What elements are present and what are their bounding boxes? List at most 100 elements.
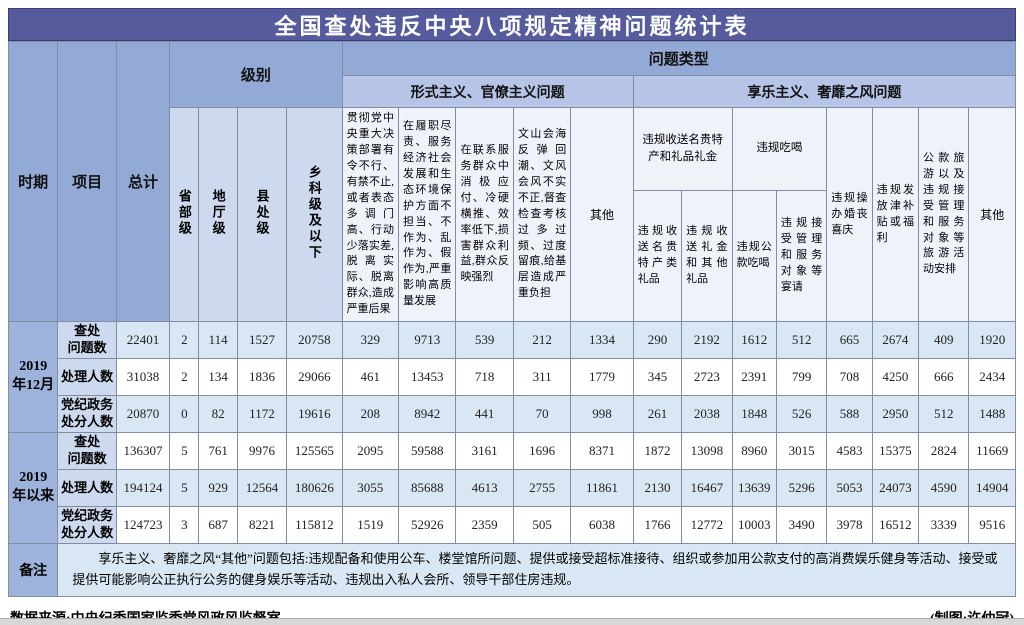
data-cell: 1920 [968, 321, 1016, 360]
data-cell: 2755 [512, 469, 572, 508]
data-cell: 1519 [341, 506, 400, 545]
header-public-funds-travel: 公款旅游以及违规接受管理和服务对象等旅游活动安排 [917, 106, 970, 323]
data-cell: 20758 [286, 321, 343, 360]
data-cell: 16467 [681, 469, 733, 508]
data-cell: 3055 [341, 469, 400, 508]
data-cell: 22401 [115, 321, 171, 360]
data-cell: 1696 [512, 432, 572, 471]
data-cell: 1872 [632, 432, 683, 471]
data-cell: 512 [917, 395, 970, 434]
data-cell: 5053 [826, 469, 873, 508]
data-cell: 15375 [871, 432, 920, 471]
data-cell: 2674 [871, 321, 920, 360]
data-cell: 12772 [681, 506, 733, 545]
data-cell: 461 [341, 358, 400, 397]
header-allowance: 违规发放津补贴或福利 [871, 106, 920, 323]
data-cell: 9713 [397, 321, 457, 360]
data-cell: 2038 [681, 395, 733, 434]
data-cell: 290 [632, 321, 683, 360]
data-cell: 125565 [286, 432, 343, 471]
data-cell: 19616 [286, 395, 343, 434]
row-label: 查处 问题数 [57, 321, 117, 360]
data-cell: 4613 [455, 469, 514, 508]
header-level-township-label: 乡科级及以下 [306, 164, 322, 261]
data-cell: 761 [198, 432, 238, 471]
data-cell: 3490 [775, 506, 828, 545]
data-cell: 10003 [731, 506, 777, 545]
row-label: 处理人数 [57, 469, 117, 508]
header-item: 项目 [57, 40, 117, 323]
data-cell: 14904 [968, 469, 1016, 508]
header-row-3: 省部级 地厅级 县处级 乡科级及以下 贯彻党中央重大决策部署有令不行、有禁不止,… [9, 106, 1016, 323]
data-cell: 5 [169, 469, 200, 508]
note-label: 备注 [7, 543, 59, 597]
data-cell: 526 [775, 395, 828, 434]
data-cell: 409 [917, 321, 970, 360]
data-cell: 512 [775, 321, 828, 360]
data-cell: 998 [570, 395, 634, 434]
data-cell: 6038 [570, 506, 634, 545]
header-gift-specialty: 违规收送名贵特产类礼品 [632, 189, 683, 323]
header-hedonism-group: 享乐主义、奢靡之风问题 [632, 75, 1017, 108]
data-cell: 8221 [236, 506, 288, 545]
data-cell: 3978 [826, 506, 873, 545]
data-cell: 29066 [286, 358, 343, 397]
data-cell: 687 [198, 506, 238, 545]
header-wedding-funeral: 违规操办婚丧喜庆 [826, 106, 873, 323]
data-cell: 345 [632, 358, 683, 397]
data-cell: 588 [826, 395, 873, 434]
note-text: 享乐主义、奢靡之风“其他”问题包括:违规配备和使用公车、楼堂馆所问题、提供或接受… [57, 543, 1016, 597]
row-label: 党纪政务 处分人数 [57, 506, 117, 545]
data-cell: 2391 [731, 358, 777, 397]
data-cell: 329 [341, 321, 400, 360]
data-cell: 136307 [115, 432, 171, 471]
data-cell: 2 [169, 321, 200, 360]
data-cell: 3339 [917, 506, 970, 545]
data-cell: 208 [341, 395, 400, 434]
bottom-strip [0, 618, 1024, 625]
header-row-1: 时期 项目 总计 级别 问题类型 [7, 40, 1017, 323]
data-cell: 11861 [570, 469, 634, 508]
data-cell: 666 [917, 358, 970, 397]
data-cell: 31038 [115, 358, 171, 397]
table-row: 2019 年以来 查处 问题数 136307 5 761 9976 125565… [7, 432, 1016, 545]
data-cell: 261 [632, 395, 683, 434]
data-cell: 13453 [397, 358, 457, 397]
data-cell: 70 [512, 395, 572, 434]
header-level-county: 县处级 [236, 106, 288, 323]
table-row: 党纪政务 处分人数 20870 0 82 1172 19616 208 8942… [9, 395, 1016, 434]
data-cell: 2434 [968, 358, 1016, 397]
header-formalism-col-4: 文山会海反弹回潮、文风会风不实不正,督查检查考核过多过频、过度留痕,给基层造成严… [512, 106, 572, 323]
header-level-province: 省部级 [169, 106, 200, 323]
data-cell: 1488 [968, 395, 1016, 434]
header-eat-banquet: 违规接受管理和服务对象等宴请 [775, 189, 828, 323]
data-cell: 3161 [455, 432, 514, 471]
data-cell: 441 [455, 395, 514, 434]
data-cell: 311 [512, 358, 572, 397]
data-cell: 82 [198, 395, 238, 434]
header-hedonism-other: 其他 [968, 106, 1016, 323]
header-level-township: 乡科级及以下 [286, 106, 343, 323]
table-row: 党纪政务 处分人数 124723 3 687 8221 115812 1519 … [9, 506, 1016, 545]
data-cell: 2 [169, 358, 200, 397]
header-row-4: 违规收送名贵特产类礼品 违规收送礼金和其他礼品 违规公款吃喝 违规接受管理和服务… [9, 189, 1016, 323]
data-cell: 9516 [968, 506, 1016, 545]
data-cell: 2824 [917, 432, 970, 471]
data-cell: 9976 [236, 432, 288, 471]
data-cell: 1766 [632, 506, 683, 545]
data-cell: 718 [455, 358, 514, 397]
header-formalism-col-2: 在履职尽责、服务经济社会发展和生态环境保护方面不担当、不作为、乱作为、假作为,严… [397, 106, 457, 323]
data-cell: 180626 [286, 469, 343, 508]
data-cell: 24073 [871, 469, 920, 508]
data-cell: 2359 [455, 506, 514, 545]
data-cell: 1779 [570, 358, 634, 397]
data-cell: 1848 [731, 395, 777, 434]
data-cell: 1612 [731, 321, 777, 360]
data-cell: 114 [198, 321, 238, 360]
row-label: 处理人数 [57, 358, 117, 397]
data-cell: 665 [826, 321, 873, 360]
data-cell: 0 [169, 395, 200, 434]
data-cell: 12564 [236, 469, 288, 508]
data-cell: 1334 [570, 321, 634, 360]
data-cell: 115812 [286, 506, 343, 545]
